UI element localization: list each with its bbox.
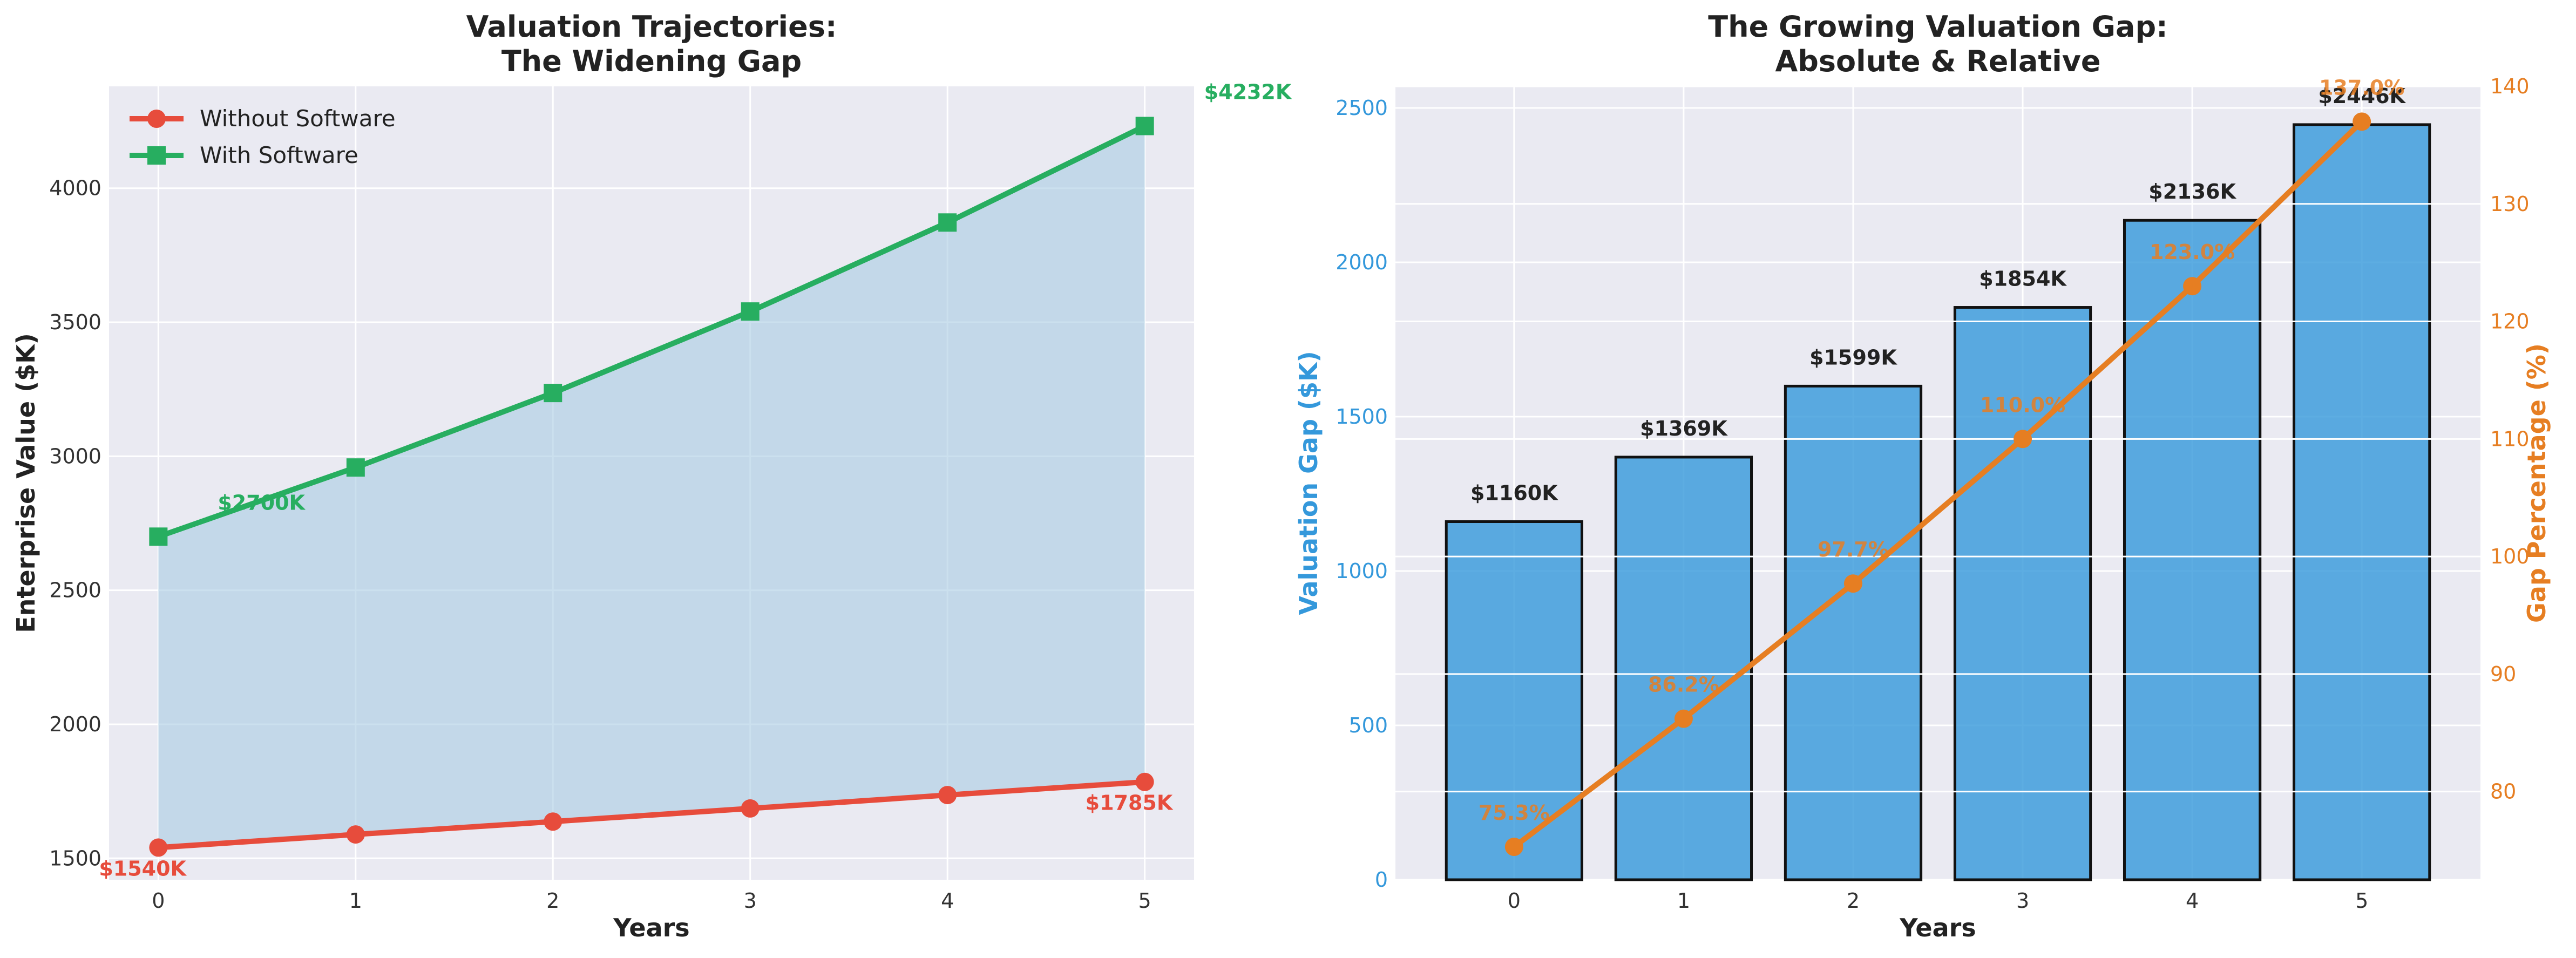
value-annotation: $1785K xyxy=(1086,791,1174,815)
y-right-tick-label: 90 xyxy=(2490,662,2516,686)
legend-label: With Software xyxy=(200,142,358,168)
chart-title-line1: Valuation Trajectories: xyxy=(466,10,837,44)
x-tick-label: 3 xyxy=(2016,889,2029,913)
y-right-tick-label: 120 xyxy=(2490,310,2530,334)
y-axis-label: Enterprise Value ($K) xyxy=(11,333,40,633)
x-tick-label: 1 xyxy=(349,889,362,913)
gap-percentage-point xyxy=(1674,709,1693,728)
data-point xyxy=(938,786,957,805)
gap-percentage-point xyxy=(2183,277,2202,296)
x-tick-label: 4 xyxy=(941,889,954,913)
bar-value-label: $1854K xyxy=(1979,267,2067,291)
gap-fill-area xyxy=(158,126,1145,848)
chart-title-line2: Absolute & Relative xyxy=(1775,44,2100,78)
gap-percentage-point xyxy=(1843,574,1862,593)
data-point xyxy=(346,825,365,844)
bar-value-label: $1599K xyxy=(1809,345,1897,369)
percentage-label: 137.0% xyxy=(2319,76,2404,99)
bar-value-label: $1160K xyxy=(1470,481,1558,505)
legend-label: Without Software xyxy=(200,105,396,132)
chart-title-line1: The Growing Valuation Gap: xyxy=(1708,10,2167,44)
series-line xyxy=(158,779,1145,851)
data-point xyxy=(544,812,562,831)
gap-bar xyxy=(2123,219,2262,881)
y-tick-label: 2500 xyxy=(49,579,101,602)
gap-bar xyxy=(2293,123,2431,881)
y-left-tick-label: 1500 xyxy=(1336,405,1388,429)
y-right-axis-label: Gap Percentage (%) xyxy=(2522,343,2551,623)
gap-percentage-point xyxy=(2353,112,2371,131)
data-point xyxy=(346,458,365,477)
data-point xyxy=(1135,117,1154,135)
y-right-tick-label: 140 xyxy=(2490,74,2530,98)
gap-bar xyxy=(1784,384,1923,881)
percentage-label: 86.2% xyxy=(1648,673,1719,697)
gap-percentage-point xyxy=(1504,838,1523,857)
valuation-trajectories-chart: 1500 2000 2500 3000 3500 4000 0 1 2 3 4 5 $1540K $178… xyxy=(11,10,1292,942)
value-annotation: $1540K xyxy=(99,857,187,880)
legend-swatch-marker xyxy=(147,110,166,128)
y-left-tick-label: 0 xyxy=(1375,868,1388,892)
data-point xyxy=(149,838,168,857)
gap-bar xyxy=(1445,520,1583,881)
data-point xyxy=(741,302,760,321)
series-line xyxy=(157,124,1146,540)
y-tick-label: 3000 xyxy=(49,444,101,468)
legend-swatch-marker xyxy=(147,146,166,165)
y-tick-label: 2000 xyxy=(49,712,101,736)
percentage-label: 110.0% xyxy=(1980,393,2065,417)
y-tick-label: 3500 xyxy=(49,310,101,334)
data-point xyxy=(938,213,957,232)
x-tick-label: 4 xyxy=(2186,889,2199,913)
y-right-tick-label: 80 xyxy=(2490,780,2516,804)
value-annotation: $4232K xyxy=(1204,80,1292,104)
gap-percentage-point xyxy=(2014,430,2032,449)
x-tick-label: 2 xyxy=(1847,889,1860,913)
x-tick-label: 2 xyxy=(546,889,559,913)
y-left-tick-label: 500 xyxy=(1348,714,1388,737)
y-right-tick-label: 130 xyxy=(2490,192,2530,216)
valuation-gap-chart: 0 500 1000 1500 2000 2500 0 1 2 3 4 5 80 90 100 110 120 1… xyxy=(1294,10,2551,942)
y-tick-label: 4000 xyxy=(49,176,101,200)
x-tick-label: 5 xyxy=(2355,889,2368,913)
y-left-tick-label: 1000 xyxy=(1336,559,1388,583)
gap-percentage-line xyxy=(1512,119,2364,850)
x-tick-label: 5 xyxy=(1138,889,1151,913)
y-tick-label: 1500 xyxy=(49,846,101,870)
x-tick-label: 3 xyxy=(744,889,757,913)
x-tick-label: 1 xyxy=(1677,889,1690,913)
bar-value-label: $2446K xyxy=(2318,84,2406,108)
gap-bar xyxy=(1614,456,1753,881)
data-point xyxy=(544,384,562,403)
x-tick-label: 0 xyxy=(1508,889,1521,913)
x-axis-label: Years xyxy=(1899,913,1976,942)
gap-bar xyxy=(1953,306,2092,881)
bar-value-label: $1369K xyxy=(1640,417,1728,440)
data-point xyxy=(741,799,760,818)
y-right-tick-label: 100 xyxy=(2490,545,2530,568)
x-tick-label: 0 xyxy=(152,889,165,913)
value-annotation: $2700K xyxy=(218,491,306,514)
data-point xyxy=(1135,772,1154,791)
percentage-label: 123.0% xyxy=(2150,240,2235,264)
data-point xyxy=(149,527,168,546)
y-left-tick-label: 2500 xyxy=(1336,96,1388,120)
percentage-label: 97.7% xyxy=(1818,538,1889,561)
percentage-label: 75.3% xyxy=(1479,801,1550,825)
bar-value-label: $2136K xyxy=(2148,180,2236,203)
y-left-axis-label: Valuation Gap ($K) xyxy=(1294,351,1323,615)
y-right-tick-label: 110 xyxy=(2490,427,2530,451)
y-left-tick-label: 2000 xyxy=(1336,250,1388,274)
x-axis-label: Years xyxy=(613,913,689,942)
chart-title-line2: The Widening Gap xyxy=(501,44,802,78)
